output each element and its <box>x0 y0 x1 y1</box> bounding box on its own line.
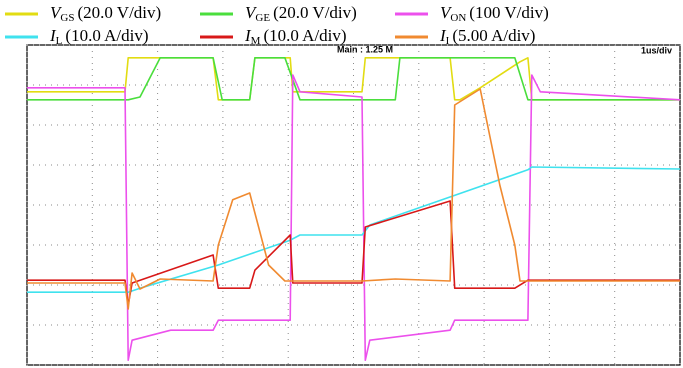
trace <box>27 88 680 310</box>
legend-entry: IM (10.0 A/div) <box>244 26 347 47</box>
legend-symbol: V <box>440 3 453 22</box>
legend-symbol: I <box>439 26 447 45</box>
legend-symbol: V <box>50 3 63 22</box>
legend-scale: (5.00 A/div) <box>452 26 535 45</box>
legend-symbol: I <box>244 26 252 45</box>
legend-entry: VGS (20.0 V/div) <box>50 3 161 24</box>
legend-entry: IL (10.0 A/div) <box>49 26 149 47</box>
legend-entry: II (5.00 A/div) <box>439 26 535 47</box>
legend-subscript: L <box>56 35 63 47</box>
legend-entry: VGE (20.0 V/div) <box>245 3 357 24</box>
annotation: 1us/div <box>641 45 672 55</box>
annotation: Main : 1.25 M <box>337 44 393 54</box>
legend-scale: (10.0 A/div) <box>65 26 148 45</box>
legend-entry: VON (100 V/div) <box>440 3 549 24</box>
legend-subscript: I <box>446 35 450 47</box>
legend-subscript: GS <box>60 12 74 24</box>
legend-symbol: I <box>49 26 57 45</box>
legend-subscript: M <box>251 35 261 47</box>
trace <box>27 74 681 361</box>
trace <box>27 57 680 101</box>
legend-scale: (20.0 V/div) <box>273 3 357 22</box>
trace <box>27 166 681 293</box>
legend-symbol: V <box>245 3 258 22</box>
legend-scale: (100 V/div) <box>469 3 549 22</box>
legend-scale: (10.0 A/div) <box>263 26 346 45</box>
legend-subscript: GE <box>255 12 270 24</box>
legend-scale: (20.0 V/div) <box>77 3 161 22</box>
legend-subscript: ON <box>450 12 466 24</box>
